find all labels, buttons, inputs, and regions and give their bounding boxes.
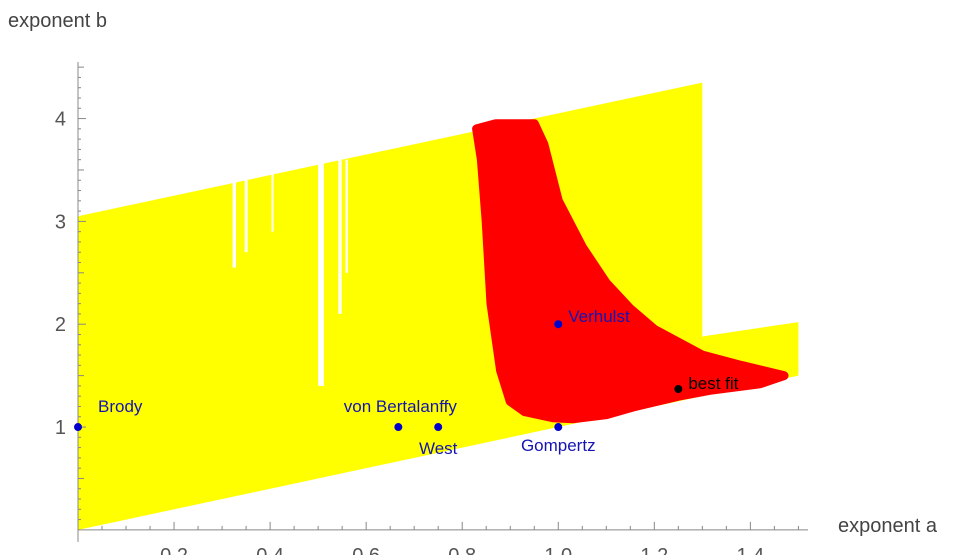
region-gap-0: [232, 175, 236, 268]
x-tick-label: 0.6: [352, 545, 380, 555]
gompertz-label: Gompertz: [521, 436, 596, 455]
x-tick-label: 0.4: [256, 545, 284, 555]
x-tick-label: 0.8: [448, 545, 476, 555]
y-tick-label: 1: [55, 417, 66, 439]
region-gap-1: [244, 175, 248, 253]
y-tick-label: 2: [55, 314, 66, 336]
region-gap-2: [271, 170, 274, 232]
brody-point: [74, 423, 82, 432]
west-point: [434, 423, 443, 432]
region-gap-5: [345, 159, 348, 273]
axes: 0.2 0.4 0.6 0.8 1.0 1.2 1.4 1 2 3 4: [55, 62, 808, 555]
good-fit-cloud-layer: [472, 119, 789, 424]
feasible-region-layer: [78, 82, 799, 530]
best-fit-label: best fit: [688, 374, 738, 393]
region-gap-3: [318, 159, 324, 386]
good-fit-cloud: [472, 119, 789, 424]
best-fit-point: [674, 384, 683, 393]
y-axis-ticks: 1 2 3 4: [55, 66, 86, 521]
x-tick-label: 1.4: [736, 545, 764, 555]
y-tick-label: 4: [55, 109, 66, 131]
verhulst-label: Verhulst: [568, 307, 630, 326]
west-label: West: [419, 439, 458, 458]
verhulst-point: [554, 320, 563, 329]
y-axis-title: exponent b: [8, 10, 107, 32]
x-tick-label: 0.2: [160, 545, 188, 555]
feasible-region-0: [78, 82, 799, 530]
x-axis-ticks: 0.2 0.4 0.6 0.8 1.0 1.2 1.4: [101, 521, 799, 555]
y-tick-label: 3: [55, 211, 66, 233]
region-gap-4: [338, 159, 342, 314]
x-tick-label: 1.0: [544, 545, 572, 555]
von-bertalanffy-point: [394, 423, 403, 432]
gompertz-point: [554, 423, 563, 432]
von-bertalanffy-label: von Bertalanffy: [344, 397, 458, 416]
brody-label: Brody: [98, 397, 143, 416]
x-axis-title: exponent a: [838, 515, 938, 537]
model-points-layer: Brody von Bertalanffy West Gompertz Verhulst…: [74, 307, 739, 458]
region-gaps-layer: [232, 159, 348, 386]
x-tick-label: 1.2: [640, 545, 668, 555]
